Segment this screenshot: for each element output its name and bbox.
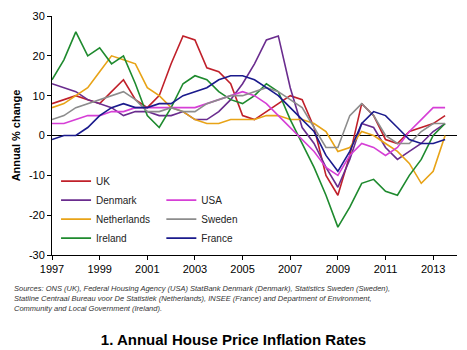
svg-text:1. Annual House Price Inflatio: 1. Annual House Price Inflation Rates	[101, 331, 366, 348]
svg-text:USA: USA	[201, 195, 222, 206]
svg-text:2009: 2009	[326, 263, 350, 275]
svg-text:Sources: ONS (UK), Federal Hou: Sources: ONS (UK), Federal Housing Agenc…	[14, 284, 390, 313]
svg-text:2011: 2011	[374, 263, 398, 275]
svg-text:2007: 2007	[278, 263, 302, 275]
svg-text:1997: 1997	[40, 263, 64, 275]
svg-text:Sweden: Sweden	[201, 214, 237, 225]
svg-text:10: 10	[33, 90, 45, 102]
svg-text:Annual % change: Annual % change	[10, 90, 22, 182]
svg-text:1999: 1999	[87, 263, 111, 275]
svg-text:0: 0	[39, 129, 45, 141]
svg-text:20: 20	[33, 50, 45, 62]
svg-text:UK: UK	[96, 176, 110, 187]
svg-text:2013: 2013	[421, 263, 445, 275]
svg-text:-30: -30	[29, 249, 45, 261]
svg-text:2001: 2001	[135, 263, 159, 275]
svg-text:Denmark: Denmark	[96, 195, 138, 206]
svg-text:-10: -10	[29, 169, 45, 181]
svg-text:2005: 2005	[230, 263, 254, 275]
svg-text:France: France	[201, 233, 233, 244]
svg-text:2003: 2003	[183, 263, 207, 275]
svg-text:30: 30	[33, 10, 45, 22]
svg-text:Netherlands: Netherlands	[96, 214, 150, 225]
svg-text:-20: -20	[29, 209, 45, 221]
svg-text:Ireland: Ireland	[96, 233, 127, 244]
